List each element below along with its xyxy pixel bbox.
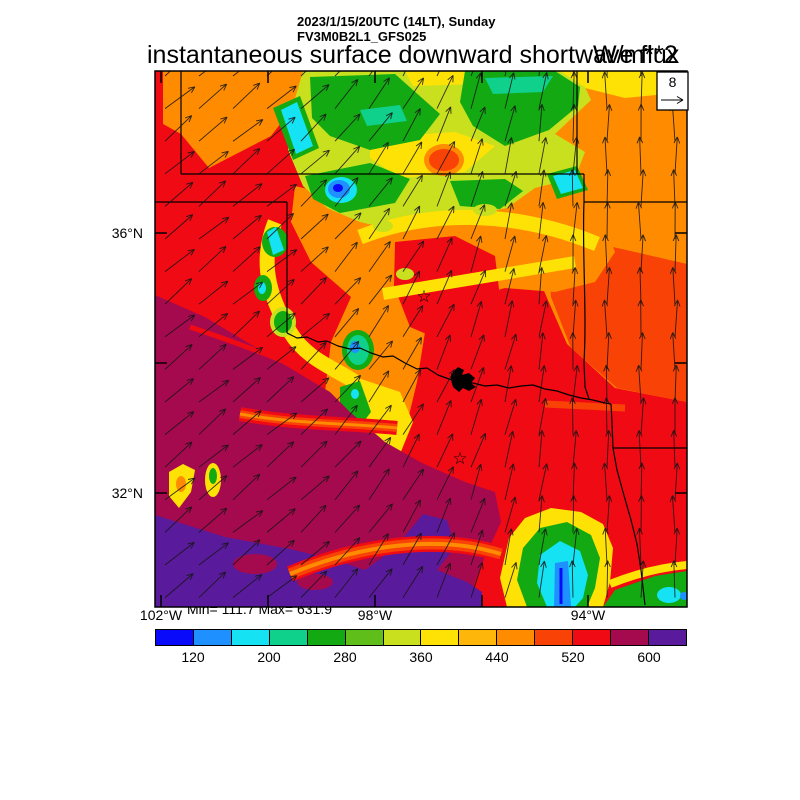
reference-arrow-icon	[661, 96, 684, 104]
contour-field	[155, 71, 687, 607]
colorbar-cell	[573, 630, 612, 645]
colorbar-cell	[307, 630, 346, 645]
state-borders	[155, 71, 687, 606]
colorbar-cell	[535, 630, 574, 645]
colorbar-tick-label: 600	[637, 649, 661, 665]
colorbar-cell	[611, 630, 649, 645]
colorbar-tick-label: 120	[181, 649, 205, 665]
colorbar-cell	[421, 630, 460, 645]
colorbar-cell	[345, 630, 384, 645]
colorbar-cell	[383, 630, 422, 645]
axis-ticks	[155, 71, 687, 607]
units-label: W/m**2	[593, 41, 678, 69]
colorbar-tick-label: 280	[333, 649, 357, 665]
colorbar-tick-label: 440	[485, 649, 509, 665]
colorbar-cell	[269, 630, 308, 645]
lat-tick-label: 36°N	[111, 225, 143, 241]
colorbar-tick-label: 360	[409, 649, 433, 665]
colorbar-cell	[459, 630, 498, 645]
lat-tick-label: 32°N	[111, 485, 143, 501]
city-star-markers: ☆☆	[416, 287, 467, 468]
lake-marker	[451, 367, 476, 392]
colorbar-cell	[231, 630, 270, 645]
colorbar	[155, 629, 687, 646]
colorbar-cell	[156, 630, 194, 645]
colorbar-cell	[497, 630, 536, 645]
star-marker: ☆	[416, 287, 431, 306]
reference-vector-box: 8	[656, 71, 689, 111]
lon-tick-label: 94°W	[570, 607, 606, 623]
lon-tick-label: 98°W	[357, 607, 393, 623]
map-frame	[154, 70, 688, 608]
colorbar-tick-label: 520	[561, 649, 585, 665]
lon-tick-label: 102°W	[139, 607, 183, 623]
colorbar-tick-label: 200	[257, 649, 281, 665]
colorbar-cell	[648, 630, 686, 645]
colorbar-cell	[193, 630, 232, 645]
header-datetime: 2023/1/15/20UTC (14LT), Sunday	[297, 14, 496, 29]
header-model: FV3M0B2L1_GFS025	[297, 29, 427, 44]
reference-vector-label: 8	[669, 74, 677, 90]
star-marker: ☆	[452, 449, 467, 468]
chart-title: instantaneous surface downward shortwave…	[147, 41, 680, 69]
